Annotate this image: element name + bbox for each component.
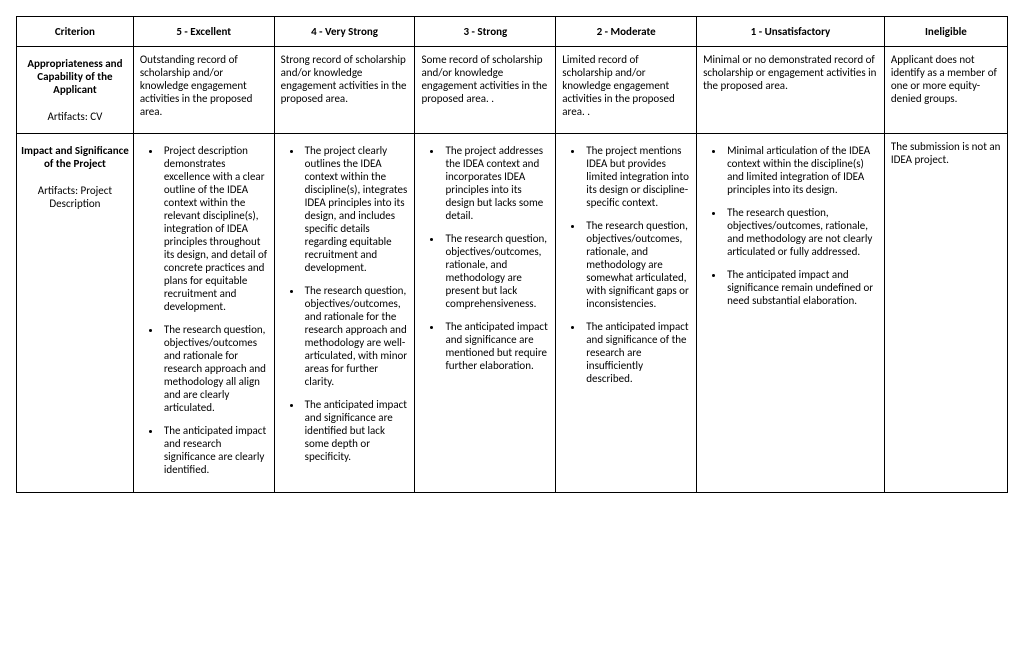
- criterion-impact: Impact and Significance of the Project A…: [17, 134, 134, 493]
- header-strong: 3 - Strong: [415, 17, 556, 47]
- cell-r2-excellent: Project description demonstrates excelle…: [133, 134, 274, 493]
- header-ineligible: Ineligible: [884, 17, 1007, 47]
- cell-r2-ineligible: The submission is not an IDEA project.: [884, 134, 1007, 493]
- header-criterion: Criterion: [17, 17, 134, 47]
- bullet-list: The project addresses the IDEA context a…: [421, 144, 549, 372]
- cell-r1-excellent: Outstanding record of scholarship and/or…: [133, 47, 274, 134]
- cell-r1-moderate: Limited record of scholarship and/or kno…: [556, 47, 697, 134]
- header-excellent: 5 - Excellent: [133, 17, 274, 47]
- bullet-list: Minimal articulation of the IDEA context…: [703, 144, 878, 307]
- cell-r1-very-strong: Strong record of scholarship and/or know…: [274, 47, 415, 134]
- cell-r1-ineligible: Applicant does not identify as a member …: [884, 47, 1007, 134]
- header-very-strong: 4 - Very Strong: [274, 17, 415, 47]
- row-impact: Impact and Significance of the Project A…: [17, 134, 1008, 493]
- bullet-list: The project clearly outlines the IDEA co…: [281, 144, 409, 463]
- bullet-item: The research question, objectives/outcom…: [725, 206, 878, 258]
- bullet-item: The anticipated impact and significance …: [584, 320, 690, 385]
- header-row: Criterion 5 - Excellent 4 - Very Strong …: [17, 17, 1008, 47]
- bullet-item: The anticipated impact and significance …: [303, 398, 409, 463]
- bullet-item: The research question, objectives/outcom…: [584, 219, 690, 310]
- bullet-item: The anticipated impact and research sign…: [162, 424, 268, 476]
- criterion-artifact: Artifacts: CV: [21, 110, 129, 123]
- criterion-appropriateness: Appropriateness and Capability of the Ap…: [17, 47, 134, 134]
- cell-r2-very-strong: The project clearly outlines the IDEA co…: [274, 134, 415, 493]
- cell-r1-strong: Some record of scholarship and/or knowle…: [415, 47, 556, 134]
- bullet-list: The project mentions IDEA but provides l…: [562, 144, 690, 385]
- bullet-item: The research question, objectives/outcom…: [162, 323, 268, 414]
- bullet-item: Minimal articulation of the IDEA context…: [725, 144, 878, 196]
- cell-r2-unsatisfactory: Minimal articulation of the IDEA context…: [697, 134, 885, 493]
- header-unsatisfactory: 1 - Unsatisfactory: [697, 17, 885, 47]
- criterion-title: Impact and Significance of the Project: [21, 144, 129, 170]
- bullet-item: Project description demonstrates excelle…: [162, 144, 268, 313]
- bullet-item: The anticipated impact and significance …: [725, 268, 878, 307]
- cell-r2-strong: The project addresses the IDEA context a…: [415, 134, 556, 493]
- cell-r1-unsatisfactory: Minimal or no demonstrated record of sch…: [697, 47, 885, 134]
- criterion-artifact: Artifacts: Project Description: [21, 184, 129, 210]
- bullet-list: Project description demonstrates excelle…: [140, 144, 268, 476]
- header-moderate: 2 - Moderate: [556, 17, 697, 47]
- criterion-title: Appropriateness and Capability of the Ap…: [21, 57, 129, 96]
- bullet-item: The project mentions IDEA but provides l…: [584, 144, 690, 209]
- bullet-item: The research question, objectives/outcom…: [443, 232, 549, 310]
- bullet-item: The anticipated impact and significance …: [443, 320, 549, 372]
- rubric-table: Criterion 5 - Excellent 4 - Very Strong …: [16, 16, 1008, 493]
- bullet-item: The project addresses the IDEA context a…: [443, 144, 549, 222]
- row-appropriateness: Appropriateness and Capability of the Ap…: [17, 47, 1008, 134]
- cell-r2-moderate: The project mentions IDEA but provides l…: [556, 134, 697, 493]
- bullet-item: The research question, objectives/outcom…: [303, 284, 409, 388]
- bullet-item: The project clearly outlines the IDEA co…: [303, 144, 409, 274]
